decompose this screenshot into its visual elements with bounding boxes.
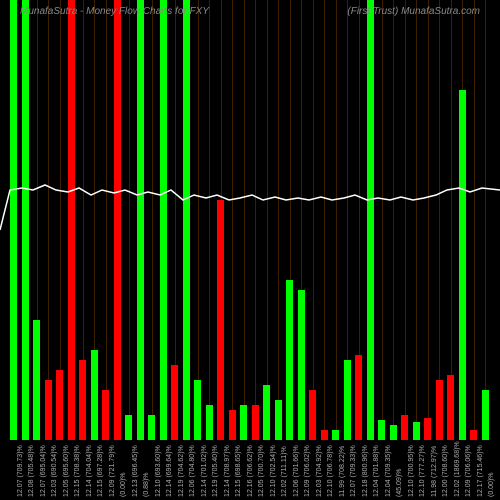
x-axis-label: 12.10 (706.78)% xyxy=(327,445,334,497)
x-axis-label: 12.10 (700.95)% xyxy=(408,445,415,497)
x-axis-label: 12.14 (704.04)% xyxy=(86,445,93,497)
x-axis-label: 11.99 (708.22)% xyxy=(339,446,346,497)
header-left-text: MunafaSutra - Money Flow Charts for FXY xyxy=(20,6,209,17)
x-axis-label: 12.08 (705.48)% xyxy=(28,445,35,497)
header-right-text: (First Trust) MunafaSutra.com xyxy=(347,6,480,17)
chart-header: MunafaSutra - Money Flow Charts for FXY … xyxy=(0,6,500,17)
x-axis-label: 12.10 (693.60)% xyxy=(155,445,162,497)
x-axis-label: 12.16 (706.62)% xyxy=(247,445,254,497)
x-axis-label: 12.06 (704.80)% xyxy=(189,445,196,497)
x-axis-label: 12.15 (698.65)% xyxy=(235,445,242,497)
x-axis-label: 12.04 (701.88)% xyxy=(373,445,380,497)
x-axis-label: 12.07 (709.73)% xyxy=(17,445,24,497)
x-axis-label: 12.14 (708.97)% xyxy=(224,445,231,497)
x-axis-label: 12.03 (704.92)% xyxy=(316,445,323,497)
x-axis-label: 12.18 (800.96)% xyxy=(362,445,369,497)
x-axis-label: 12.14 (701.02)% xyxy=(201,445,208,497)
x-axis-label: 12.17 (715.46)% xyxy=(477,445,484,497)
x-axis-label: 12.02 (1869.68)% xyxy=(454,441,461,497)
x-axis-label: 12.06 (701.66)% xyxy=(293,445,300,497)
x-axis-label: 12.07 (709.33)% xyxy=(350,445,357,497)
x-axis-label: 12.05 (695.60)% xyxy=(63,445,70,497)
x-axis-label: 12.05 (700.70)% xyxy=(258,445,265,497)
x-axis-label: 11.98 (712.97)% xyxy=(431,446,438,497)
x-axis-label: 12.15 (708.38)% xyxy=(74,445,81,497)
x-axis-label: 12.14 (699.64)% xyxy=(166,445,173,497)
x-axis-label: 12.02 (711.11)% xyxy=(281,446,288,497)
x-axis-label: (0.00)% xyxy=(488,472,495,497)
x-axis-label: (0.88)% xyxy=(143,472,150,497)
x-axis-label: (45.09)% xyxy=(396,469,403,497)
x-axis-label: 12.03 (690.54)% xyxy=(51,445,58,497)
x-axis-labels: 12.07 (709.73)% 12.08 (705.48)% 12.07 (695… xyxy=(0,442,500,500)
x-axis-label: 12.19 (704.62)% xyxy=(178,445,185,497)
x-axis-label: 12.09 (706.02)% xyxy=(304,445,311,497)
x-axis-label: 12.13 (696.45)% xyxy=(132,445,139,497)
x-axis-label: 12.04 (709.35)% xyxy=(385,445,392,497)
x-axis-label: (0.00)% xyxy=(120,472,127,497)
x-axis-label: 12.07 (695.04)% xyxy=(40,445,47,497)
x-axis-label: 12.19 (705.40)% xyxy=(212,445,219,497)
x-axis-label: 12.09 (706.06)% xyxy=(465,445,472,497)
chart-plot-area xyxy=(0,0,500,440)
x-axis-label: 12.15 (697.28)% xyxy=(97,445,104,497)
x-axis-label: 12.00 (708.60)% xyxy=(442,445,449,497)
x-axis-label: 12.09 (721.79)% xyxy=(109,445,116,497)
price-line xyxy=(0,0,500,440)
x-axis-label: 12.10 (702.54)% xyxy=(270,445,277,497)
x-axis-label: 12.10 (777.27)% xyxy=(419,445,426,497)
